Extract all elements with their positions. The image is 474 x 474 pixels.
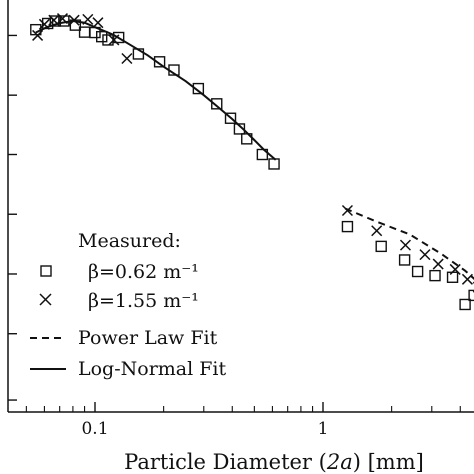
x-marker: [121, 52, 133, 65]
square-marker: [112, 31, 125, 44]
x-marker: [108, 34, 120, 46]
square-marker: [69, 19, 82, 31]
log-normal-fit-line: [35, 19, 277, 161]
x-marker: [341, 205, 353, 217]
square-marker: [256, 148, 269, 161]
axes-frame: [7, 0, 474, 413]
x-tick-label-0-1: 0.1: [81, 419, 108, 439]
x-axis-label-suffix: ) [mm]: [353, 450, 424, 474]
x-marker: [432, 258, 444, 270]
legend-entry-power-law: Power Law Fit: [78, 327, 218, 349]
square-marker: [459, 298, 471, 311]
x-marker: [82, 13, 94, 25]
square-marker: [168, 64, 180, 76]
square-marker: [341, 220, 354, 233]
data-markers: [30, 13, 474, 311]
legend-entry-beta-062: β=0.62 m⁻¹: [88, 261, 199, 283]
x-marker: [32, 29, 44, 41]
square-marker: [398, 254, 411, 266]
x-marker: [399, 239, 412, 251]
x-axis-label: Particle Diameter (2a) [mm]: [124, 450, 424, 474]
square-marker: [429, 269, 441, 282]
fit-curves: [35, 19, 474, 280]
x-marker: [449, 263, 461, 275]
x-marker: [56, 13, 69, 25]
square-marker: [89, 26, 101, 39]
square-marker: [78, 26, 91, 38]
legend-entry-beta-155: β=1.55 m⁻¹: [88, 290, 199, 312]
x-tick-label-1: 1: [318, 419, 329, 439]
square-marker: [241, 133, 253, 145]
square-marker: [58, 15, 70, 27]
x-marker: [461, 273, 473, 285]
square-marker: [132, 48, 145, 60]
square-marker: [211, 98, 223, 110]
square-marker: [375, 240, 387, 253]
x-marker: [92, 17, 104, 29]
square-marker: [102, 34, 114, 46]
legend: Measured: β=0.62 m⁻¹ β=1.55 m⁻¹ Power La…: [30, 230, 227, 380]
legend-title: Measured:: [78, 230, 181, 252]
x-marker: [48, 14, 60, 26]
x-marker: [68, 14, 80, 26]
x-axis-label-prefix: Particle Diameter (: [124, 450, 327, 474]
square-marker: [411, 265, 424, 278]
power-law-fit-line: [344, 207, 474, 280]
x-tick-labels: 0.1 1: [81, 419, 328, 439]
square-marker: [268, 158, 280, 170]
square-marker: [233, 123, 246, 135]
square-marker: [153, 56, 166, 68]
x-marker: [419, 249, 431, 261]
square-marker: [468, 289, 474, 302]
x-axis-label-italic: 2a: [326, 450, 353, 474]
x-marker: [371, 225, 383, 237]
square-marker: [446, 271, 459, 283]
square-marker: [95, 30, 108, 43]
square-marker: [224, 112, 237, 124]
legend-x-marker: [39, 293, 52, 306]
legend-entry-log-normal: Log-Normal Fit: [78, 358, 227, 380]
square-marker: [192, 82, 205, 95]
x-marker: [38, 18, 50, 30]
legend-square-marker: [40, 265, 52, 277]
